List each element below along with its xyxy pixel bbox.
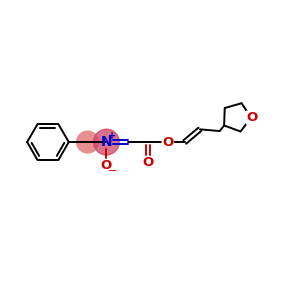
Text: −: − <box>108 166 117 176</box>
Text: N: N <box>100 135 112 149</box>
Text: O: O <box>162 136 173 148</box>
Text: O: O <box>101 159 112 172</box>
Circle shape <box>94 129 119 155</box>
Text: O: O <box>247 111 258 124</box>
Text: +: + <box>108 131 116 141</box>
Circle shape <box>77 131 98 153</box>
Text: O: O <box>142 156 154 170</box>
